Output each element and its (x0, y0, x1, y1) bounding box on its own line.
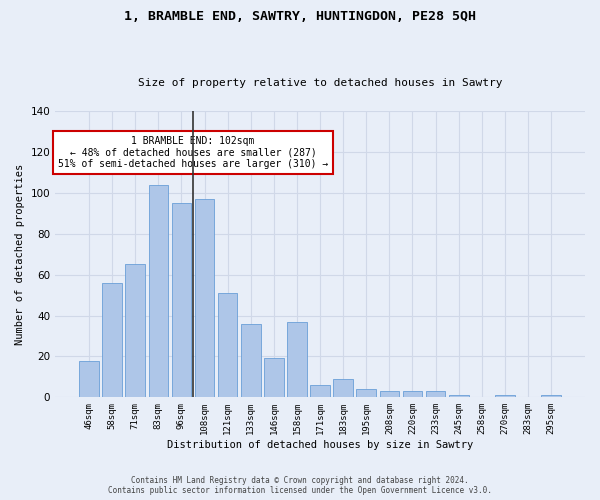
Bar (241, 324, 260, 398)
Bar (287, 322, 307, 398)
Bar (103, 283, 122, 398)
X-axis label: Distribution of detached houses by size in Sawtry: Distribution of detached houses by size … (167, 440, 473, 450)
Bar (449, 396, 469, 398)
Bar (356, 389, 376, 398)
Bar (541, 396, 561, 398)
Text: Contains HM Land Registry data © Crown copyright and database right 2024.
Contai: Contains HM Land Registry data © Crown c… (108, 476, 492, 495)
Bar (195, 199, 214, 398)
Bar (310, 385, 330, 398)
Y-axis label: Number of detached properties: Number of detached properties (15, 164, 25, 345)
Title: Size of property relative to detached houses in Sawtry: Size of property relative to detached ho… (138, 78, 502, 88)
Bar (334, 379, 353, 398)
Bar (426, 391, 445, 398)
Bar (79, 360, 99, 398)
Bar (218, 293, 238, 398)
Text: 1 BRAMBLE END: 102sqm
← 48% of detached houses are smaller (287)
51% of semi-det: 1 BRAMBLE END: 102sqm ← 48% of detached … (58, 136, 328, 168)
Bar (264, 358, 284, 398)
Bar (403, 391, 422, 398)
Bar (495, 396, 515, 398)
Bar (149, 184, 168, 398)
Bar (125, 264, 145, 398)
Text: 1, BRAMBLE END, SAWTRY, HUNTINGDON, PE28 5QH: 1, BRAMBLE END, SAWTRY, HUNTINGDON, PE28… (124, 10, 476, 23)
Bar (172, 203, 191, 398)
Bar (380, 391, 399, 398)
